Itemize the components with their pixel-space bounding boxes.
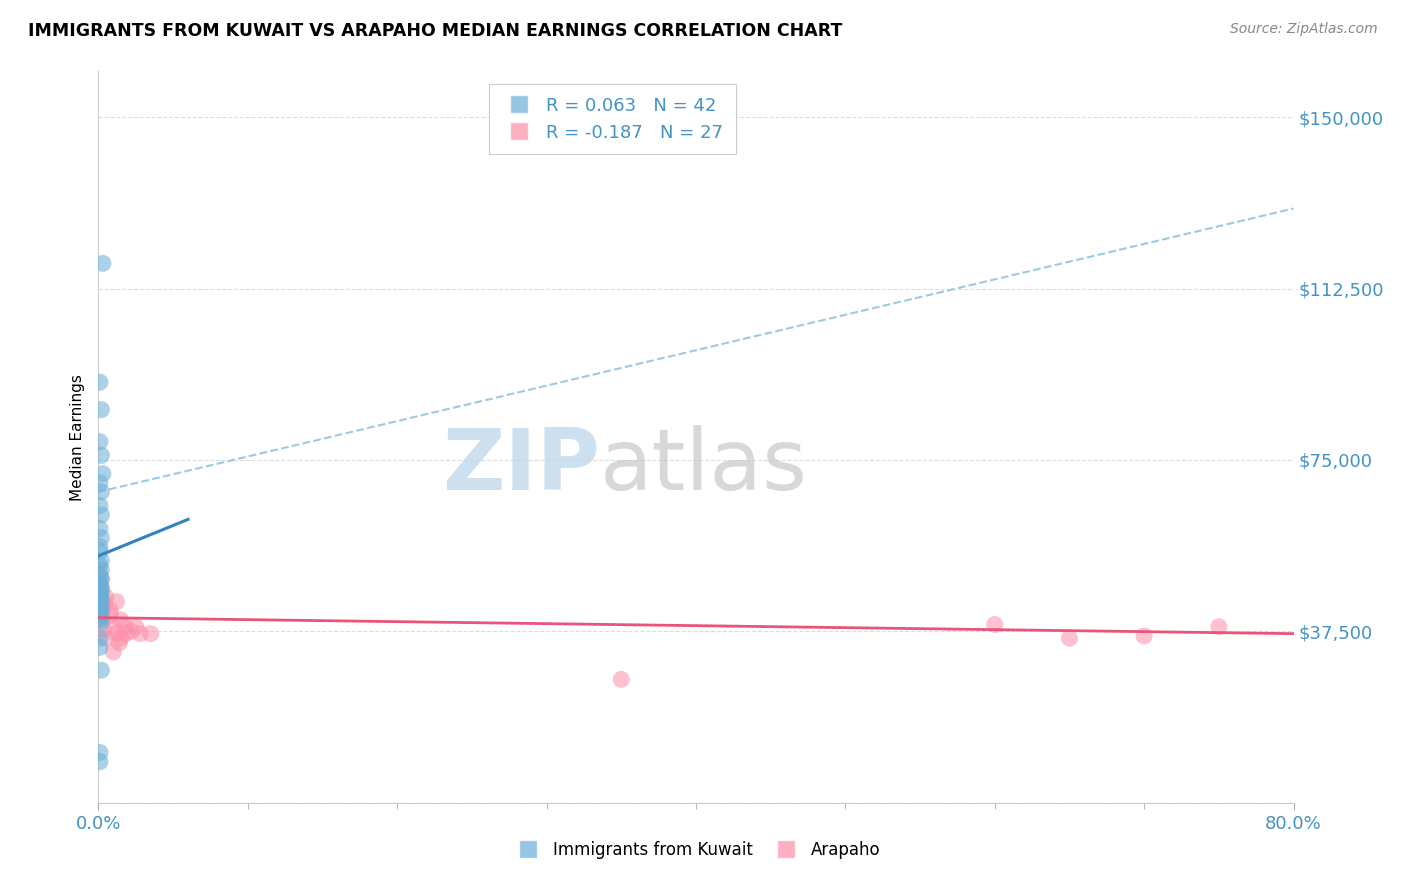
Text: Source: ZipAtlas.com: Source: ZipAtlas.com	[1230, 22, 1378, 37]
Point	[91, 622, 114, 636]
Point	[90, 581, 112, 595]
Point	[89, 434, 111, 449]
Point	[1133, 629, 1156, 643]
Point	[89, 576, 111, 591]
Point	[89, 613, 111, 627]
Point	[90, 508, 112, 522]
Point	[91, 256, 114, 270]
Point	[90, 553, 112, 567]
Point	[114, 620, 136, 634]
Point	[984, 617, 1007, 632]
Point	[103, 645, 125, 659]
Legend: Immigrants from Kuwait, Arapaho: Immigrants from Kuwait, Arapaho	[503, 833, 889, 868]
Point	[90, 604, 112, 618]
Point	[91, 599, 114, 614]
Point	[90, 581, 112, 595]
Point	[90, 572, 112, 586]
Point	[90, 448, 112, 462]
Point	[89, 610, 111, 624]
Point	[120, 624, 142, 639]
Point	[89, 499, 111, 513]
Point	[90, 663, 112, 677]
Point	[105, 626, 128, 640]
Point	[108, 636, 131, 650]
Point	[1059, 632, 1081, 646]
Point	[90, 615, 112, 630]
Point	[89, 475, 111, 490]
Point	[94, 632, 117, 646]
Point	[93, 597, 115, 611]
Point	[89, 601, 111, 615]
Point	[90, 592, 112, 607]
Point	[90, 585, 112, 599]
Point	[90, 597, 112, 611]
Point	[90, 572, 112, 586]
Point	[1208, 620, 1230, 634]
Point	[129, 626, 152, 640]
Point	[89, 558, 111, 573]
Point	[89, 746, 111, 760]
Point	[90, 608, 112, 623]
Text: atlas: atlas	[600, 425, 808, 508]
Point	[90, 531, 112, 545]
Point	[139, 626, 162, 640]
Point	[90, 402, 112, 417]
Point	[89, 606, 111, 620]
Point	[91, 467, 114, 481]
Point	[103, 620, 125, 634]
Point	[114, 626, 136, 640]
Point	[89, 521, 111, 535]
Point	[89, 544, 111, 558]
Point	[110, 613, 132, 627]
Point	[89, 375, 111, 389]
Point	[89, 567, 111, 582]
Y-axis label: Median Earnings: Median Earnings	[69, 374, 84, 500]
Point	[125, 620, 148, 634]
Point	[89, 755, 111, 769]
Point	[90, 563, 112, 577]
Point	[89, 599, 111, 614]
Point	[89, 540, 111, 554]
Point	[89, 632, 111, 646]
Point	[90, 484, 112, 499]
Point	[610, 673, 633, 687]
Point	[89, 588, 111, 602]
Point	[89, 579, 111, 593]
Point	[89, 640, 111, 655]
Point	[98, 604, 122, 618]
Text: IMMIGRANTS FROM KUWAIT VS ARAPAHO MEDIAN EARNINGS CORRELATION CHART: IMMIGRANTS FROM KUWAIT VS ARAPAHO MEDIAN…	[28, 22, 842, 40]
Point	[89, 583, 111, 598]
Point	[94, 590, 117, 604]
Point	[89, 594, 111, 608]
Point	[110, 632, 132, 646]
Point	[105, 594, 128, 608]
Point	[89, 590, 111, 604]
Point	[98, 608, 122, 623]
Text: ZIP: ZIP	[443, 425, 600, 508]
